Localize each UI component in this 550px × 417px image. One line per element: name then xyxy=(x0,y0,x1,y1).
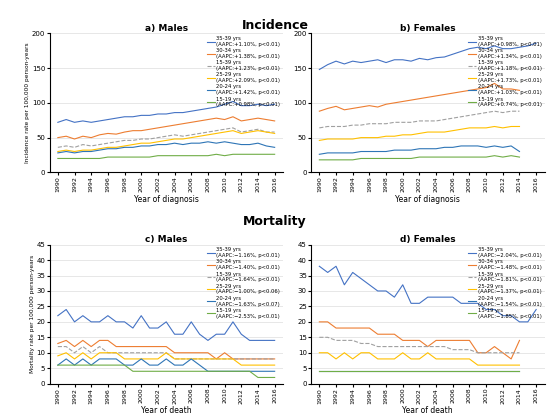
Title: c) Males: c) Males xyxy=(145,235,188,244)
Y-axis label: Incidence rate per 100,000 person-years: Incidence rate per 100,000 person-years xyxy=(25,43,30,163)
Title: d) Females: d) Females xyxy=(400,235,455,244)
X-axis label: Year of death: Year of death xyxy=(403,407,453,415)
Legend: 35-39 yrs
(AAPC:−2.04%, p<0.01), 30-34 yrs
(AAPC:−1.48%, p<0.01), 15-39 yrs
(AAP: 35-39 yrs (AAPC:−2.04%, p<0.01), 30-34 y… xyxy=(469,247,542,319)
Legend: 35-39 yrs
(AAPC:+1.10%, p<0.01), 30-34 yrs
(AAPC:+1.38%, p<0.01), 15-39 yrs
(AAP: 35-39 yrs (AAPC:+1.10%, p<0.01), 30-34 y… xyxy=(207,36,280,108)
X-axis label: Year of diagnosis: Year of diagnosis xyxy=(395,195,460,204)
Legend: 35-39 yrs
(AAPC:+0.98%, p<0.01), 30-34 yrs
(AAPC:+1.34%, p<0.01), 15-39 yrs
(AAP: 35-39 yrs (AAPC:+0.98%, p<0.01), 30-34 y… xyxy=(469,36,542,108)
Y-axis label: Mortality rate per 100,000 person-years: Mortality rate per 100,000 person-years xyxy=(30,255,35,373)
Text: Incidence: Incidence xyxy=(241,19,309,32)
X-axis label: Year of death: Year of death xyxy=(141,407,191,415)
Title: b) Females: b) Females xyxy=(400,24,455,33)
Legend: 35-39 yrs
(AAPC:−1.16%, p<0.01), 30-34 yrs
(AAPC:−1.40%, p<0.01), 15-39 yrs
(AAP: 35-39 yrs (AAPC:−1.16%, p<0.01), 30-34 y… xyxy=(207,247,280,319)
Text: Mortality: Mortality xyxy=(243,215,307,228)
Title: a) Males: a) Males xyxy=(145,24,188,33)
X-axis label: Year of diagnosis: Year of diagnosis xyxy=(134,195,199,204)
